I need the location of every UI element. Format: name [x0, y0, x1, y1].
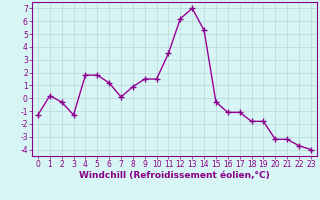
X-axis label: Windchill (Refroidissement éolien,°C): Windchill (Refroidissement éolien,°C): [79, 171, 270, 180]
